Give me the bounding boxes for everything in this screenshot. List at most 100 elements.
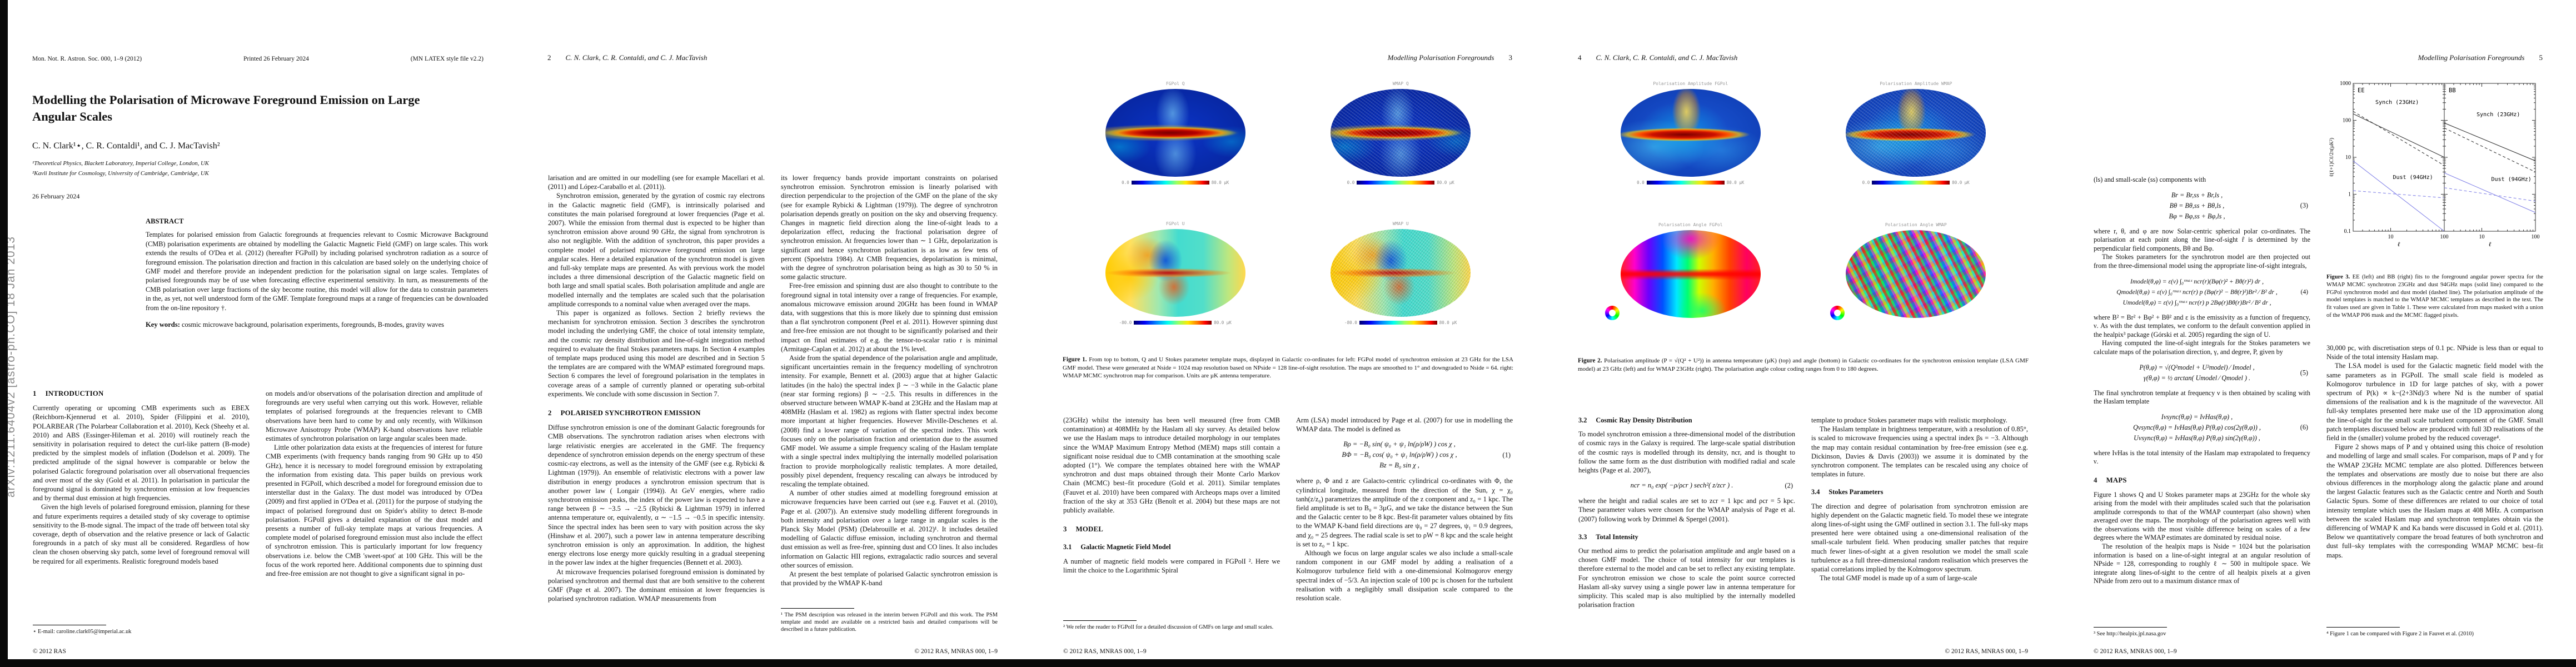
equation: ncr = n₀ exp( −ρ/ρcr ) sech²( z/zcr ) . … [1578, 480, 1793, 491]
colorbar-gradient [1131, 181, 1209, 185]
running-head: 4 C. N. Clark, C. R. Contaldi, and C. J. … [1578, 53, 1738, 62]
paragraph: Given the high levels of polarised foreg… [33, 503, 250, 565]
journal-ref: Mon. Not. R. Astron. Soc. 000, 1–9 (2012… [32, 56, 142, 62]
figure-2-row-angle: Polarisation Angle FGPol Polarisation An… [1578, 222, 2029, 321]
footnote: ² We refer the reader to FGPolI for a de… [1063, 620, 1280, 631]
svg-text:Synch (23GHz): Synch (23GHz) [2477, 112, 2520, 118]
colorbar: 0.0 80.0 µK [1637, 180, 1745, 185]
running-head: Modelling Polarisation Foregrounds 5 [2418, 53, 2543, 62]
paragraph: Little other polarization data exists at… [266, 444, 482, 578]
svg-text:ℓ: ℓ [2398, 241, 2400, 248]
equation-number: (3) [2300, 201, 2308, 210]
color-wheel-icon [1830, 306, 1845, 320]
subsection-heading: 3.1 Galactic Magnetic Field Model [1063, 543, 1171, 551]
svg-text:100: 100 [2532, 234, 2540, 240]
sky-map-wmap-u [1331, 229, 1471, 317]
power-spectrum-chart: 10 100 EE Synch (23GHz) Dust (94GHz) ℓ 10 100 BB… [2329, 81, 2540, 248]
paragraph: At present the best template of polarise… [781, 570, 998, 588]
paragraph: its lower frequency bands provide import… [781, 174, 998, 281]
column-right: Arm (LSA) model introduced by Page et al… [1296, 416, 1513, 645]
equation-number: (4) [2300, 288, 2308, 296]
sky-map-pol-angle-wmap [1846, 230, 1986, 318]
page-3: Modelling Polarisation Foregrounds 3 FGPo… [1030, 0, 1546, 667]
equation-number: (6) [2300, 423, 2308, 431]
paragraph: where r, θ, and φ are now Solar-centric … [2094, 227, 2310, 252]
equation: P(θ,φ) = √(Q²model + U²model) ⁄ Imodel ,… [2139, 363, 2308, 382]
svg-text:Dust (94GHz): Dust (94GHz) [2491, 176, 2531, 182]
copyright-footer: © 2012 RAS [33, 648, 66, 655]
colorbar: -80.0 80.0 µK [1119, 320, 1232, 325]
subsection-heading: 3.3 Total Intensity [1578, 532, 1638, 541]
equation-number: (2) [1785, 481, 1793, 490]
svg-text:Dust (94GHz): Dust (94GHz) [2393, 175, 2433, 181]
section-heading: 2 POLARISED SYNCHROTRON EMISSION [548, 409, 701, 417]
abstract: ABSTRACT Templates for polarised emissio… [146, 217, 488, 336]
printed-date: Printed 26 February 2024 [243, 56, 309, 62]
map-title: Polarisation Amplitude FGPol [1653, 81, 1728, 86]
sky-map-fgpol-q [1105, 89, 1245, 177]
column-right: on models and/or observations of the pol… [266, 389, 482, 620]
sky-map-fgpol-u [1105, 229, 1245, 317]
paragraph: The LSA model is used for the Galactic m… [2326, 362, 2543, 442]
paragraph: where the height and radial scales are s… [1578, 497, 1795, 523]
page-4: 4 C. N. Clark, C. R. Contaldi, and C. J. … [1546, 0, 2061, 667]
abstract-text: Templates for polarised emission from Ga… [146, 231, 488, 312]
svg-text:10: 10 [2479, 234, 2484, 240]
column-left: 1 INTRODUCTION Currently operating or upc… [33, 389, 250, 620]
figure-panel: FGPol Q 0.0 80.0 µK [1070, 81, 1281, 185]
paragraph: larisation and are omitted in our modell… [548, 174, 765, 191]
sky-map-pol-amplitude-wmap [1846, 89, 1986, 177]
paragraph: At microwave frequencies polarised foreg… [548, 568, 765, 603]
equation: Iνsync(θ,φ) = IνHas(θ,φ) , Qνsync(θ,φ) =… [2133, 412, 2308, 442]
paragraph: where B² = Br² + Bφ² + Bθ² and ε is the … [2094, 313, 2310, 339]
colorbar-gradient [1359, 321, 1437, 325]
section-heading: 1 INTRODUCTION [33, 390, 104, 397]
figure-panel: Polarisation Angle WMAP [1810, 222, 2021, 321]
section-heading: 4 MAPS [2094, 476, 2127, 484]
paragraph: Although we focus on large angular scale… [1296, 549, 1513, 603]
paragraph: Synchrotron emission, generated by the g… [548, 192, 765, 308]
paragraph: The final synchrotron template at freque… [2094, 389, 2310, 406]
equation-number: (1) [1502, 451, 1511, 459]
svg-text:EE: EE [2358, 87, 2365, 94]
column-right: its lower frequency bands provide import… [781, 173, 998, 601]
color-wheel-icon [1605, 306, 1620, 320]
colorbar-gradient [1357, 181, 1435, 185]
page-number: 3 [1508, 53, 1513, 62]
authors: C. N. Clark¹⋆, C. R. Contaldi¹, and C. J… [32, 141, 220, 151]
svg-text:1000: 1000 [2340, 81, 2351, 87]
figure-caption: Figure 3. EE (left) and BB (right) fits … [2326, 274, 2543, 318]
figure-caption: Figure 1. From top to bottom, Q and U St… [1063, 356, 1513, 380]
paragraph: A number of magnetic field models were c… [1063, 557, 1280, 574]
date: 26 February 2024 [32, 192, 80, 200]
copyright-footer: © 2012 RAS, MNRAS 000, 1–9 [2094, 648, 2177, 655]
keywords: Key words: cosmic microwave background, … [146, 321, 444, 329]
colorbar-gradient [1646, 181, 1725, 185]
column-right: 30,000 pc, with discretisation steps of … [2326, 344, 2543, 619]
equation: Imodel(θ,φ) = ε(ν) ∫₀ʳᵐᵃˣ ncr(r)(Bφ(r)² … [2116, 277, 2308, 306]
svg-text:BB: BB [2449, 87, 2456, 94]
paragraph: The Stokes parameters for the synchrotro… [2094, 253, 2310, 270]
page-title: Modelling the Polarisation of Microwave … [32, 93, 420, 124]
svg-text:ℓ(ℓ+1)Cℓ/2π(µK²): ℓ(ℓ+1)Cℓ/2π(µK²) [2329, 138, 2335, 177]
figure-1-row-u: FGPol U -80.0 80.0 µK WMAP U -80.0 80.0 µK [1063, 221, 1513, 325]
map-title: Polarisation Amplitude WMAP [1880, 81, 1952, 86]
map-title: WMAP U [1392, 221, 1409, 226]
column-left: 3.2 Cosmic Ray Density Distribution To mo… [1578, 416, 1795, 644]
svg-text:ℓ: ℓ [2489, 241, 2492, 248]
paragraph: (23GHz) whilst the intensity has been we… [1063, 416, 1280, 515]
map-title: Polarisation Angle FGPol [1658, 222, 1723, 227]
sky-map-wmap-q [1331, 89, 1471, 177]
screen-edge-bottom [0, 659, 2576, 667]
paragraph: The Haslam template in brightness temper… [1811, 425, 2028, 479]
running-head: Modelling Polarisation Foregrounds 3 [1387, 53, 1513, 62]
copyright-footer: © 2012 RAS, MNRAS 000, 1–9 [1063, 648, 1147, 655]
page-number: 4 [1578, 53, 1582, 62]
paragraph: where IνHas is the total intensity of th… [2094, 449, 2310, 466]
footnote: ⋆ E-mail: caroline.clark05@imperial.ac.u… [33, 625, 250, 636]
sky-map-pol-amplitude-fgpol [1620, 89, 1761, 177]
abstract-label: ABSTRACT [146, 217, 184, 225]
running-head: 2 C. N. Clark, C. R. Contaldi, and C. J. … [547, 53, 707, 62]
subsection-heading: 3.4 Stokes Parameters [1811, 488, 1884, 496]
